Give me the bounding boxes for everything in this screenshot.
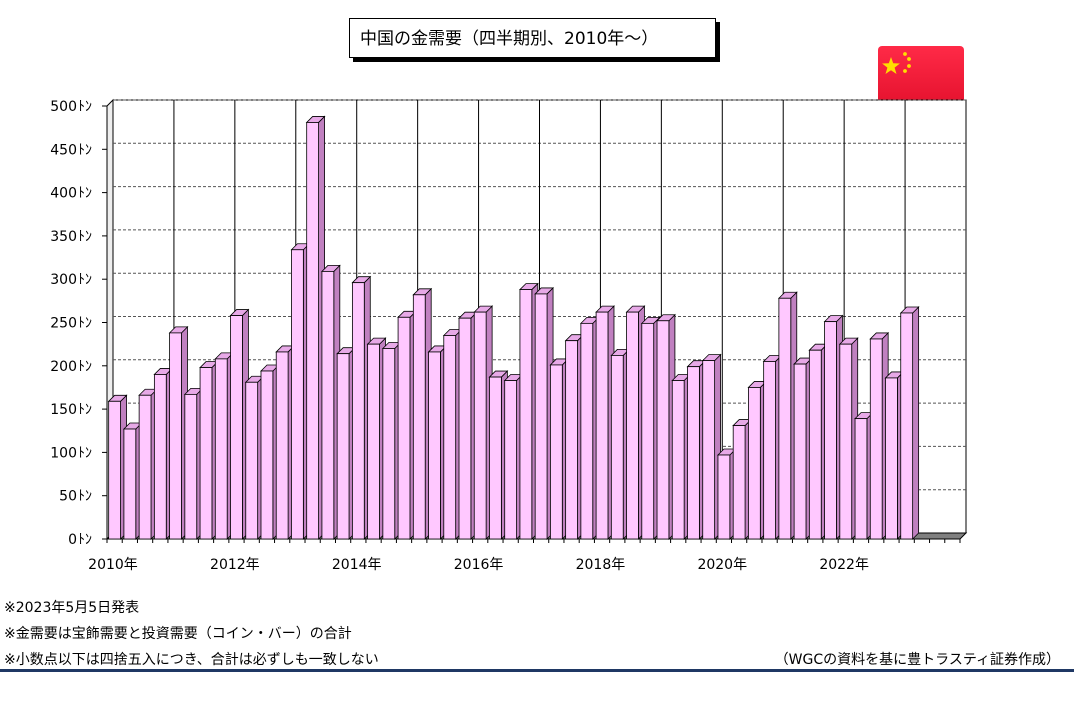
flag-small-star — [903, 69, 907, 73]
y-tick-unit: ﾄﾝ — [78, 445, 92, 461]
bar-front — [504, 380, 517, 540]
bar-front — [275, 351, 289, 540]
bar-front — [885, 377, 898, 540]
flag-small-star — [907, 57, 911, 61]
bar-front — [900, 312, 914, 540]
bar-front — [687, 366, 700, 540]
bar-front — [306, 122, 319, 540]
bar — [899, 306, 920, 540]
bar-front — [321, 271, 335, 540]
x-tick-label: 2012年 — [210, 557, 260, 573]
bottom-rule — [0, 669, 1074, 672]
bar-front — [367, 343, 380, 540]
note-definition: ※金需要は宝飾需要と投資需要（コイン・バー）の合計 — [4, 626, 352, 642]
x-tick-label: 2022年 — [819, 557, 869, 573]
bar-front — [702, 360, 716, 540]
bar-front — [138, 394, 152, 540]
y-tick-label: 200 — [50, 359, 77, 375]
bar-front — [382, 348, 396, 540]
bar-front — [519, 289, 533, 540]
bar-side — [912, 306, 920, 540]
bar-front — [108, 400, 121, 540]
bar-front — [748, 387, 761, 540]
y-tick-label: 50 — [59, 489, 77, 505]
flag-small-star — [903, 52, 907, 56]
bar-front — [214, 358, 228, 540]
bar-front — [854, 418, 868, 540]
note-publish-date: ※2023年5月5日発表 — [4, 600, 140, 616]
bar-front — [473, 311, 487, 540]
y-tick-unit: ﾄﾝ — [78, 142, 92, 158]
bar-front — [839, 343, 853, 540]
bar-front — [489, 376, 502, 540]
y-tick-unit: ﾄﾝ — [78, 229, 92, 245]
bar-front — [184, 393, 198, 540]
x-tick-label: 2020年 — [697, 557, 747, 573]
bar-front — [565, 340, 578, 540]
bar-front — [595, 311, 609, 540]
y-tick-label: 300 — [50, 272, 77, 288]
y-tick-unit: ﾄﾝ — [78, 489, 92, 505]
bar-front — [397, 316, 411, 540]
note-rounding: ※小数点以下は四捨五入につき、合計は必ずしも一致しない — [4, 652, 379, 668]
y-tick-unit: ﾄﾝ — [78, 402, 92, 418]
bar-front — [656, 320, 670, 540]
y-tick-unit: ﾄﾝ — [78, 316, 92, 332]
bar-front — [580, 322, 594, 540]
flag-large-star — [882, 57, 900, 74]
y-tick-label: 0 — [68, 532, 77, 548]
bar-front — [717, 454, 731, 540]
bars-layer — [107, 115, 920, 540]
bar-front — [351, 282, 365, 540]
bar-front — [336, 353, 350, 540]
y-tick-label: 150 — [50, 402, 77, 418]
y-tick-label: 500 — [50, 99, 77, 115]
bar-front — [534, 293, 548, 540]
bar-front — [260, 370, 274, 540]
flag-small-star — [907, 64, 911, 68]
bar-front — [245, 381, 259, 540]
bar-front — [123, 428, 137, 540]
bar-front — [153, 374, 167, 540]
bar-front — [824, 321, 837, 540]
y-tick-label: 450 — [50, 142, 77, 158]
bar-front — [641, 322, 655, 540]
bar-front — [610, 355, 624, 540]
bar-front — [443, 335, 457, 540]
bar-front — [550, 364, 563, 540]
bar-front — [869, 338, 883, 540]
x-tick-label: 2010年 — [88, 557, 138, 573]
y-tick-unit: ﾄﾝ — [78, 532, 92, 548]
bar-front — [763, 361, 776, 540]
bar-front — [230, 315, 243, 540]
y-tick-label: 100 — [50, 445, 77, 461]
bar-front — [458, 317, 472, 540]
y-tick-unit: ﾄﾝ — [78, 272, 92, 288]
bar-front — [291, 249, 304, 540]
chart-title: 中国の金需要（四半期別、2010年～） — [349, 18, 716, 58]
bar-front — [428, 351, 441, 540]
x-tick-label: 2018年 — [576, 557, 626, 573]
y-tick-unit: ﾄﾝ — [78, 99, 92, 115]
bar-front — [626, 311, 639, 540]
x-tick-label: 2014年 — [332, 557, 382, 573]
source-note: （WGCの資料を基に豊トラスティ証券作成） — [774, 652, 1060, 668]
bar-front — [732, 425, 746, 540]
x-tick-label: 2016年 — [454, 557, 504, 573]
bar-front — [793, 363, 807, 540]
bar-front — [199, 367, 213, 540]
bar-front — [808, 349, 822, 540]
y-tick-unit: ﾄﾝ — [78, 186, 92, 202]
y-tick-label: 400 — [50, 186, 77, 202]
china-flag-icon — [878, 46, 964, 110]
y-tick-label: 350 — [50, 229, 77, 245]
bar-front — [671, 380, 685, 540]
y-tick-unit: ﾄﾝ — [78, 359, 92, 375]
y-tick-label: 250 — [50, 316, 77, 332]
bar-front — [778, 297, 792, 540]
bar-front — [169, 332, 182, 540]
bar-front — [412, 294, 426, 540]
